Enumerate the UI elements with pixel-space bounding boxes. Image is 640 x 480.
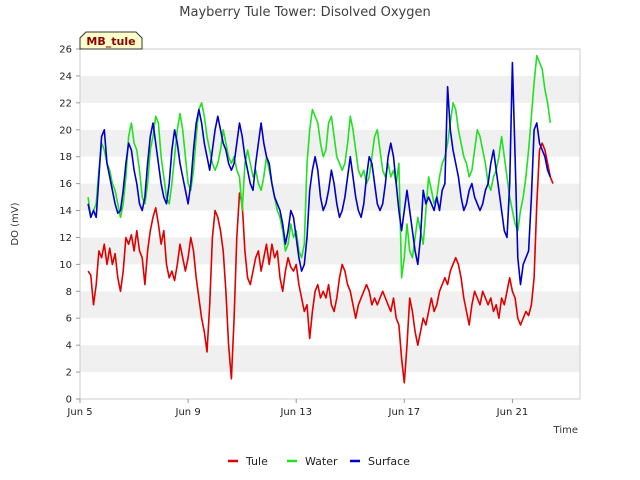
grid-band <box>80 49 580 76</box>
x-tick-label: Jun 21 <box>496 407 529 418</box>
grid-band <box>80 372 580 399</box>
y-tick-label: 18 <box>59 152 72 163</box>
y-tick-label: 10 <box>59 260 72 271</box>
grid-band <box>80 264 580 292</box>
y-tick-label: 24 <box>59 71 72 82</box>
grid-band <box>80 237 580 265</box>
y-tick-label: 2 <box>66 368 72 379</box>
grid-band <box>80 102 580 130</box>
grid-band <box>80 345 580 373</box>
legend-label: Tule <box>245 455 268 468</box>
x-axis: Jun 5 Jun 9 Jun 13 Jun 17 Jun 21 <box>66 399 528 418</box>
y-tick-label: 0 <box>66 395 72 406</box>
badge-label: MB_tule <box>86 35 135 48</box>
grid-band <box>80 129 580 157</box>
grid-band <box>80 75 580 103</box>
legend-item-tule: Tule <box>228 455 268 468</box>
x-tick-label: Jun 9 <box>175 407 201 418</box>
x-tick-label: Jun 5 <box>66 407 92 418</box>
x-axis-label: Time <box>553 425 578 436</box>
series-line-surface <box>87 61 552 286</box>
badge-box <box>79 31 143 50</box>
y-tick-label: 12 <box>59 233 72 244</box>
series-line-tule <box>87 142 554 384</box>
grid-band <box>80 183 580 211</box>
legend-label: Water <box>305 455 338 468</box>
x-tick-label: Jun 13 <box>279 407 312 418</box>
y-tick-label: 4 <box>66 341 72 352</box>
plot-frame <box>79 48 581 400</box>
grid-bands <box>80 49 580 399</box>
legend: Tule Water Surface <box>228 455 410 468</box>
y-tick-label: 6 <box>66 314 72 325</box>
x-tick-label: Jun 17 <box>388 407 421 418</box>
chart-title: Mayberry Tule Tower: Disolved Oxygen <box>179 5 430 20</box>
y-tick-label: 8 <box>66 287 72 298</box>
badge: MB_tule <box>79 31 143 50</box>
y-tick-label: 22 <box>59 98 72 109</box>
legend-item-water: Water <box>287 455 338 468</box>
legend-item-surface: Surface <box>350 455 410 468</box>
y-tick-label: 20 <box>59 125 72 136</box>
y-axis-label: DO (mV) <box>10 202 21 245</box>
series-lines <box>87 54 554 384</box>
y-tick-label: 14 <box>59 206 72 217</box>
legend-label: Surface <box>368 455 410 468</box>
series-line-water <box>87 54 552 279</box>
grid-band <box>80 318 580 346</box>
y-tick-label: 16 <box>59 179 72 190</box>
y-tick-label: 26 <box>59 45 72 56</box>
